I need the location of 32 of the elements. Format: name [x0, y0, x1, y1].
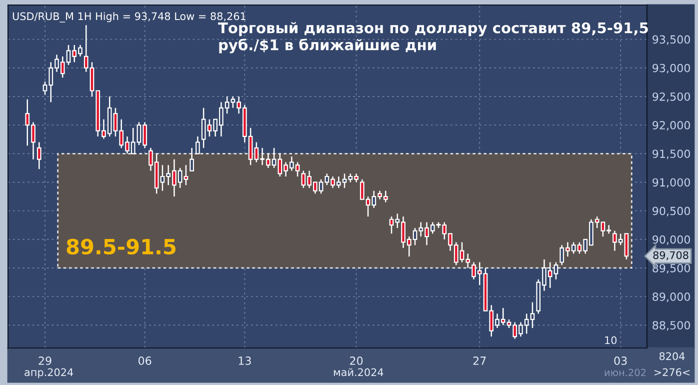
band-label: 89.5-91.5 [66, 238, 176, 255]
text: май.2024 [334, 368, 384, 376]
y-tick-label: 89,500 [652, 264, 690, 274]
candlestick [196, 136, 200, 154]
annotation: 10 [605, 336, 617, 344]
y-tick-label: 93,000 [652, 64, 690, 74]
x-tick-label: 27 [473, 356, 486, 365]
text: апр.2024 [24, 368, 74, 378]
x-tick-label: 29 [38, 356, 52, 365]
y-tick-label: 89,000 [652, 292, 690, 302]
candlestick [36, 142, 42, 170]
y-tick-label: 91,000 [652, 178, 690, 188]
x-tick-label: 03 [614, 356, 627, 365]
candlestick [201, 107, 206, 149]
text: Торговый диапазон по доллару составит 89,5-91,5 руб./$1 в ближайшие дни [218, 22, 648, 54]
x-tick-label: 06 [138, 356, 152, 365]
text: июн.202 [604, 368, 646, 376]
text: >276< [654, 368, 690, 376]
y-tick-label: 92,000 [652, 121, 690, 131]
y-tick-label: 93,500 [652, 35, 690, 45]
y-tick-label: 91,500 [652, 150, 690, 160]
x-tick-label: 13 [238, 356, 251, 365]
y-tick-label: 92,500 [652, 92, 690, 102]
text: 89,708 [653, 251, 688, 260]
candlestick [624, 233, 629, 260]
annotation: USD/RUB_M 1H High = 93,748 Low = 88,261 [12, 12, 246, 22]
y-tick-label: 88,500 [652, 321, 690, 331]
candlestick [190, 147, 194, 172]
x-tick-label: 20 [350, 356, 363, 365]
y-tick-label: 90,000 [652, 235, 690, 245]
text: 8204 [659, 352, 685, 360]
y-tick-label: 90,500 [652, 206, 690, 216]
